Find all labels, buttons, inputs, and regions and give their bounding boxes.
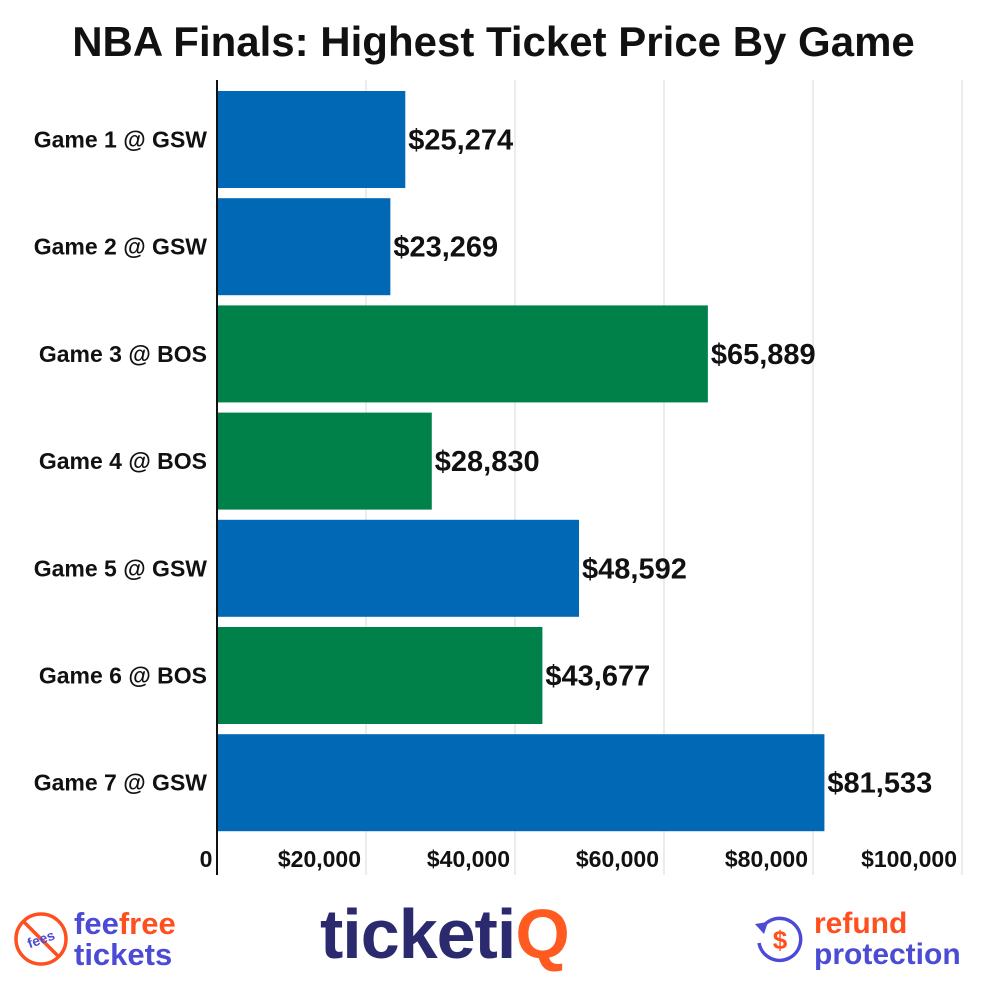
category-label: Game 5 @ GSW [34,555,208,581]
dollar-icon: $ [773,925,788,955]
category-label: Game 1 @ GSW [34,127,208,153]
data-label: $25,274 [408,125,513,157]
refund-icon: $ [755,916,803,963]
ticketiq-q-letter: Q [515,895,569,973]
bar [217,519,580,617]
category-label: Game 4 @ BOS [39,448,207,474]
bar [217,734,825,832]
feefree-tickets-logo: fees feefree tickets [12,908,212,972]
data-label: $23,269 [393,232,498,264]
bar [217,198,391,296]
bar-chart: Game 1 @ GSW $25,274 Game 2 @ GSW $23,269 Ga… [34,80,963,875]
bar [217,91,406,188]
bar [217,305,708,403]
feefree-line2: tickets [74,937,173,972]
x-tick-label: $80,000 [725,846,808,872]
feefree-line1b: free [118,906,176,941]
footer-logos: fees feefree tickets ticketiQ $ refund p… [0,890,987,987]
x-tick-label: $60,000 [576,846,659,872]
refund-line1: refund [814,907,908,940]
category-label: Game 2 @ GSW [34,234,208,260]
data-label: $65,889 [711,339,816,371]
x-tick-label: $40,000 [427,846,510,872]
data-label: $43,677 [545,661,650,693]
refund-protection-logo: $ refund protection [750,908,980,972]
refund-line2: protection [814,938,961,971]
no-fees-icon: fees [14,912,68,966]
bar [217,627,543,724]
x-tick-label: 0 [200,846,213,872]
feefree-line1a: fee [74,906,119,941]
category-label: Game 3 @ BOS [39,341,207,367]
data-label: $81,533 [827,768,932,800]
category-label: Game 7 @ GSW [34,770,208,796]
data-label: $28,830 [435,446,540,478]
category-label: Game 6 @ BOS [39,663,207,689]
ticketiq-logo: ticketiQ [320,894,570,974]
x-tick-label: $20,000 [278,846,361,872]
x-tick-label: $100,000 [861,846,957,872]
ticketiq-main-text: ticketi [320,895,516,973]
chart-title: NBA Finals: Highest Ticket Price By Game [72,18,915,65]
data-label: $48,592 [582,553,687,585]
bar [217,412,432,510]
